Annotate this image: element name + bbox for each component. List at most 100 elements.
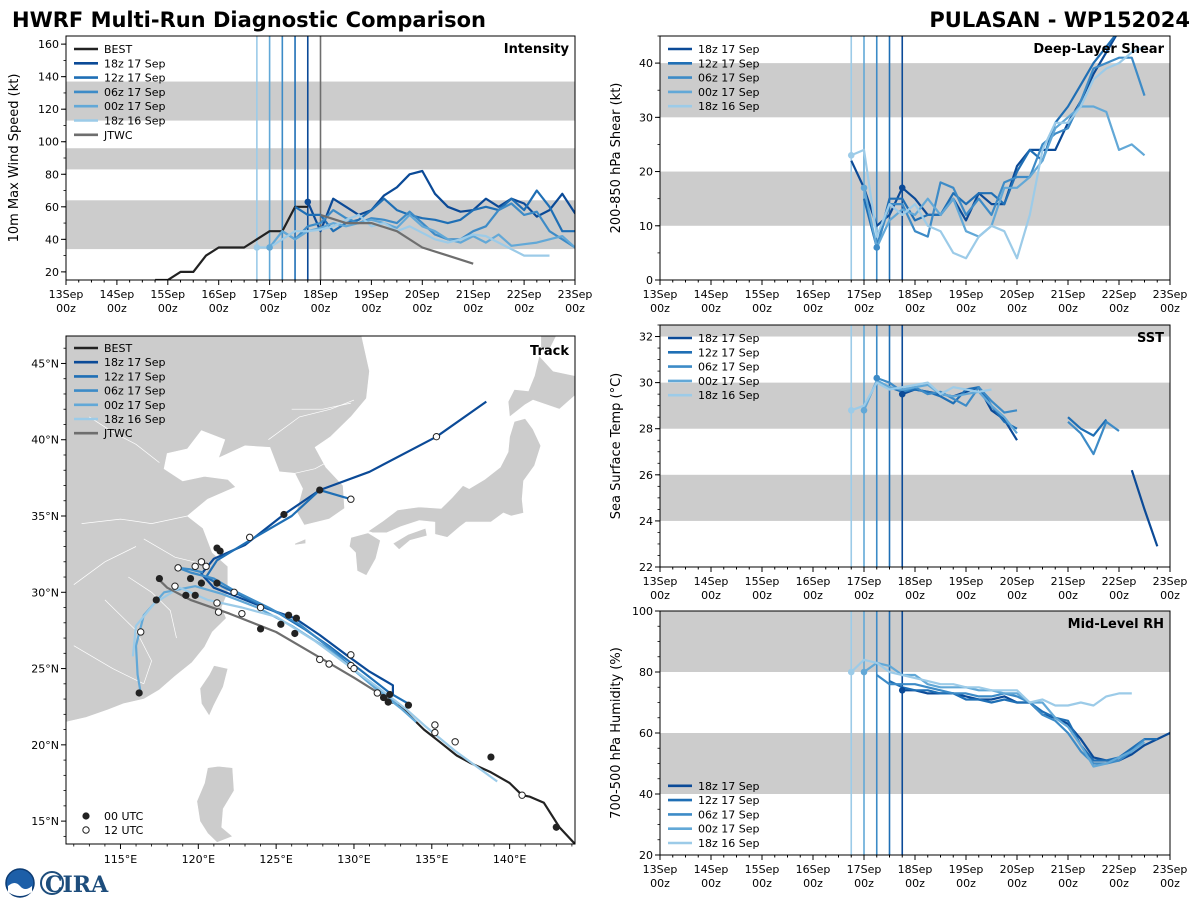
intensity-y-tick-label: 80	[45, 168, 59, 181]
track-dot-12utc	[256, 603, 265, 612]
track-x-tick-label: 115°E	[104, 853, 137, 866]
intensity-x-tick-label: 00z	[311, 302, 331, 315]
intensity-legend-label: BEST	[104, 43, 132, 56]
shear-x-tick-label: 21Sep	[1051, 288, 1086, 301]
sst-series-line	[1067, 416, 1108, 437]
shear-series-line	[850, 45, 1145, 260]
track-dot-12utc	[325, 660, 333, 668]
sst-x-tick-label: 00z	[956, 589, 976, 602]
intensity-x-tick-label: 19Sep	[354, 288, 389, 301]
intensity-x-tick-label: 20Sep	[405, 288, 440, 301]
cira-text: CIRA	[45, 872, 109, 898]
track-line	[134, 585, 417, 723]
sst-y-axis-label: Sea Surface Temp (°C)	[609, 373, 624, 520]
sst-init-marker	[898, 390, 906, 398]
intensity-x-tick-label: 00z	[362, 302, 382, 315]
intensity-y-axis-label: 10m Max Wind Speed (kt)	[7, 74, 22, 243]
sst-series-group	[850, 376, 1159, 547]
intensity-x-tick-label: 00z	[463, 302, 483, 315]
sst-panel-title: SST	[1137, 331, 1164, 346]
rh-x-tick-label: 00z	[1109, 877, 1129, 890]
track-dot-12utc	[431, 728, 439, 737]
track-dot-12utc	[213, 599, 221, 607]
track-dot-00utc	[213, 579, 221, 587]
shear-x-tick-label: 17Sep	[847, 288, 882, 301]
rh-band	[660, 733, 1170, 794]
rh-band	[660, 611, 1170, 672]
track-y-tick-label: 15°N	[31, 815, 59, 828]
shear-x-tick-label: 15Sep	[745, 288, 780, 301]
track-dot-12utc	[191, 562, 199, 571]
intensity-x-tick-label: 15Sep	[150, 288, 185, 301]
intensity-x-tick-label: 00z	[260, 302, 280, 315]
intensity-y-tick-label: 100	[38, 136, 59, 149]
track-dot-12utc	[347, 495, 355, 503]
shear-series-line	[862, 36, 1117, 249]
sst-panel: 13Sep00z14Sep00z15Sep00z16Sep00z17Sep00z…	[609, 324, 1187, 602]
track-dot-00utc	[552, 823, 560, 831]
rh-y-tick-label: 100	[632, 605, 653, 618]
track-y-tick-label: 20°N	[31, 739, 59, 752]
sst-series-line	[850, 381, 992, 412]
shear-x-tick-label: 00z	[956, 302, 976, 315]
sst-legend-label: 18z 16 Sep	[698, 389, 760, 402]
shear-x-tick-label: 00z	[803, 302, 823, 315]
intensity-legend-label: 06z 17 Sep	[104, 86, 166, 99]
track-dot-00utc	[384, 698, 392, 706]
track-x-tick-label: 140°E	[493, 853, 526, 866]
track-dot-12utc	[230, 588, 238, 596]
intensity-x-tick-label: 00z	[209, 302, 229, 315]
province-border	[73, 546, 137, 585]
track-dot-00utc	[213, 544, 221, 552]
shear-y-tick-label: 30	[639, 111, 653, 124]
intensity-x-tick-label: 00z	[514, 302, 534, 315]
intensity-y-tick-label: 20	[45, 266, 59, 279]
track-y-tick-label: 30°N	[31, 586, 59, 599]
track-line	[200, 400, 487, 696]
intensity-legend-label: 00z 17 Sep	[104, 100, 166, 113]
rh-x-tick-label: 00z	[905, 877, 925, 890]
track-dot-12utc	[202, 562, 210, 571]
track-y-tick-label: 35°N	[31, 510, 59, 523]
shear-x-tick-label: 00z	[752, 302, 772, 315]
track-y-tick-label: 25°N	[31, 663, 59, 676]
rh-x-tick-label: 00z	[854, 877, 874, 890]
rh-series-line	[876, 674, 1146, 765]
sst-y-tick-label: 32	[639, 331, 653, 344]
sst-x-tick-label: 19Sep	[949, 575, 984, 588]
track-dot-12utc	[347, 651, 355, 659]
province-border	[81, 515, 188, 524]
intensity-y-tick-label: 140	[38, 71, 59, 84]
rh-x-tick-label: 23Sep	[1153, 863, 1188, 876]
track-legend-label: 06z 17 Sep	[104, 385, 166, 398]
sst-x-tick-label: 00z	[854, 589, 874, 602]
rh-x-tick-label: 14Sep	[694, 863, 729, 876]
track-frame	[65, 335, 576, 845]
track-dot-12utc	[432, 432, 441, 441]
track-dot-00utc	[197, 579, 206, 587]
rh-x-tick-label: 00z	[803, 877, 823, 890]
rh-x-tick-label: 00z	[1007, 877, 1027, 890]
track-dot-12utc	[373, 689, 382, 697]
sst-legend-label: 12z 17 Sep	[698, 346, 760, 359]
intensity-legend-label: 18z 17 Sep	[104, 57, 166, 70]
sst-x-tick-label: 00z	[1007, 589, 1027, 602]
sst-x-tick-label: 18Sep	[898, 575, 933, 588]
province-border	[89, 416, 160, 463]
intensity-x-tick-label: 21Sep	[456, 288, 491, 301]
track-dot-00utc	[186, 574, 195, 583]
sst-y-tick-label: 24	[639, 515, 653, 528]
track-dot-00utc	[155, 574, 163, 583]
cira-globe-icon	[40, 871, 64, 895]
shear-legend-label: 06z 17 Sep	[698, 72, 760, 85]
rh-series-line	[850, 658, 1132, 707]
track-x-tick-label: 125°E	[259, 853, 292, 866]
rh-x-tick-label: 17Sep	[847, 863, 882, 876]
shear-legend-label: 18z 17 Sep	[698, 43, 760, 56]
shear-series-line	[862, 105, 1146, 249]
track-dot-00utc	[316, 486, 324, 494]
track-dot-00utc	[280, 510, 288, 519]
sst-y-tick-label: 26	[639, 469, 653, 482]
shear-x-tick-label: 00z	[1007, 302, 1027, 315]
